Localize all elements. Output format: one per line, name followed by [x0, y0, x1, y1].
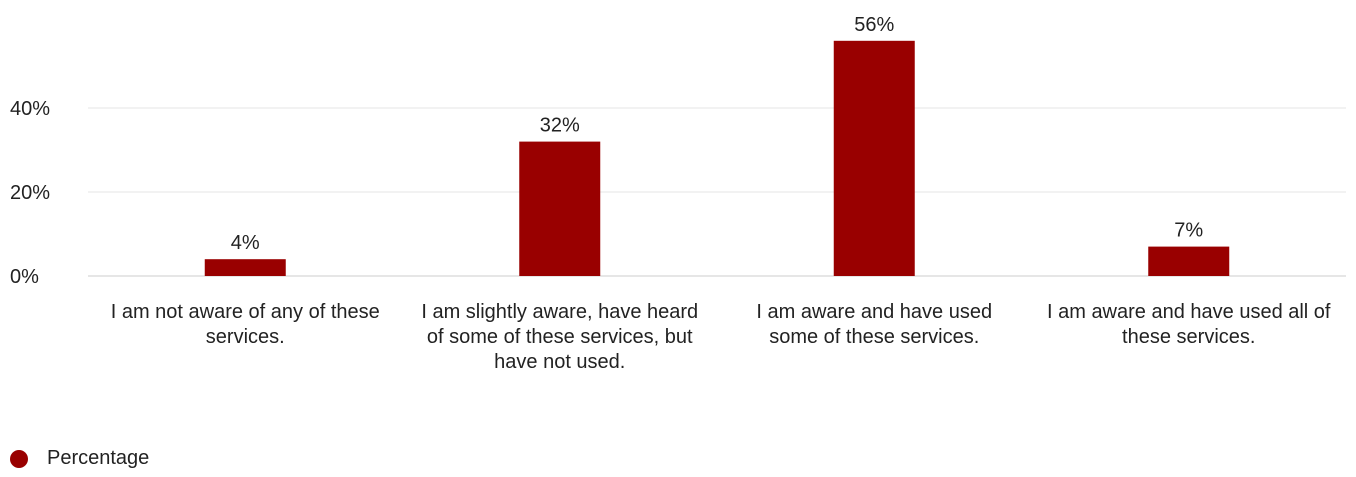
- bar: [1148, 247, 1229, 276]
- bar: [519, 142, 600, 276]
- x-category-label: I am slightly aware, have heard of some …: [415, 300, 705, 375]
- legend-swatch: [10, 450, 28, 468]
- data-label: 4%: [231, 232, 260, 254]
- x-category-label: I am not aware of any of these services.: [100, 300, 390, 350]
- legend: Percentage: [10, 447, 149, 470]
- bar: [834, 41, 915, 276]
- x-category-label: I am aware and have used some of these s…: [729, 300, 1019, 350]
- bar: [205, 259, 286, 276]
- data-label: 56%: [854, 14, 894, 36]
- y-tick-label: 20%: [10, 182, 50, 204]
- legend-label: Percentage: [47, 447, 149, 470]
- y-tick-label: 0%: [10, 266, 39, 288]
- data-label: 7%: [1174, 220, 1203, 242]
- x-category-label: I am aware and have used all of these se…: [1044, 300, 1334, 350]
- y-tick-label: 40%: [10, 98, 50, 120]
- data-label: 32%: [540, 115, 580, 137]
